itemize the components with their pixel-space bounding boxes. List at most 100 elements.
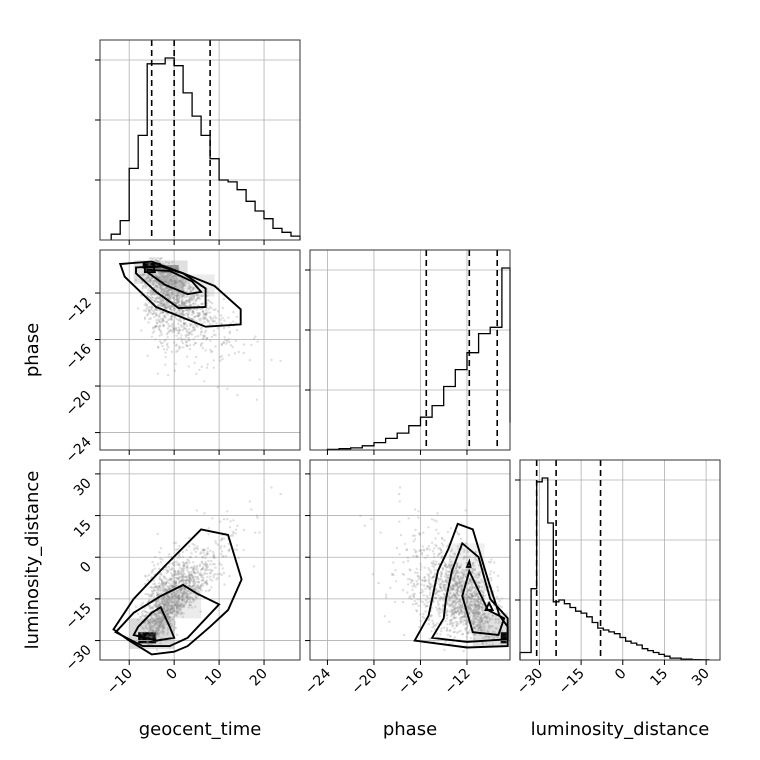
sample-point <box>183 563 186 566</box>
sample-point <box>160 619 164 622</box>
sample-point <box>153 588 156 592</box>
sample-point <box>185 576 188 580</box>
sample-point <box>177 267 180 271</box>
sample-point <box>462 615 466 618</box>
sample-point <box>488 560 491 564</box>
sample-point <box>413 538 417 541</box>
sample-point <box>481 643 484 646</box>
sample-point <box>149 595 153 598</box>
sample-point <box>184 578 187 582</box>
sample-point <box>165 260 168 264</box>
sample-point <box>181 328 185 332</box>
sample-point <box>200 584 203 587</box>
sample-point <box>149 635 152 638</box>
sample-point <box>411 579 414 583</box>
sample-point <box>476 604 480 607</box>
sample-point <box>164 581 168 584</box>
sample-point <box>195 547 198 550</box>
sample-point <box>157 587 160 590</box>
sample-point <box>152 327 155 330</box>
sample-point <box>483 613 487 616</box>
sample-point <box>160 297 163 300</box>
sample-point <box>490 625 493 628</box>
sample-point <box>214 542 218 545</box>
sample-point <box>175 599 178 602</box>
sample-point <box>472 626 475 629</box>
sample-point <box>437 602 440 605</box>
sample-point <box>168 306 171 309</box>
sample-point <box>191 574 194 577</box>
sample-point <box>419 613 422 616</box>
sample-point <box>206 294 209 298</box>
sample-point <box>165 612 168 616</box>
sample-point <box>154 267 158 270</box>
sample-point <box>173 580 176 584</box>
sample-point <box>161 597 165 600</box>
sample-point <box>181 303 184 306</box>
sample-point <box>159 610 162 614</box>
sample-point <box>428 548 431 551</box>
sample-point <box>192 567 195 571</box>
sample-point <box>153 630 156 633</box>
sample-point <box>192 288 195 291</box>
sample-point <box>401 572 404 576</box>
sample-point <box>415 580 418 583</box>
sample-point <box>152 623 156 626</box>
sample-point <box>154 325 157 328</box>
sample-point <box>149 620 152 623</box>
sample-point <box>181 574 184 577</box>
sample-point <box>161 291 164 295</box>
sample-point <box>470 603 473 607</box>
sample-point <box>433 628 437 631</box>
sample-point <box>442 593 445 596</box>
sample-point <box>468 612 471 615</box>
sample-point <box>156 260 160 263</box>
sample-point <box>166 293 170 297</box>
sample-point <box>185 596 188 599</box>
sample-point <box>486 629 489 632</box>
sample-point <box>210 586 213 589</box>
sample-point <box>177 570 180 574</box>
sample-point <box>436 512 439 515</box>
sample-point <box>219 520 222 523</box>
sample-point <box>175 605 178 608</box>
sample-point <box>211 319 215 323</box>
sample-point <box>178 580 181 584</box>
sample-point <box>470 583 474 586</box>
sample-point <box>190 297 194 300</box>
sample-point <box>150 636 154 639</box>
sample-point <box>163 568 166 571</box>
sample-point <box>163 289 167 292</box>
sample-point <box>154 602 157 605</box>
sample-point <box>474 616 477 619</box>
sample-point <box>211 517 214 520</box>
sample-point <box>455 592 459 596</box>
sample-point <box>166 280 169 283</box>
sample-point <box>470 621 473 624</box>
sample-point <box>472 621 476 624</box>
sample-point <box>437 577 440 580</box>
sample-point <box>178 591 182 594</box>
sample-point <box>168 608 171 611</box>
sample-point <box>472 614 475 617</box>
contour-line <box>146 268 203 296</box>
sample-point <box>478 611 481 615</box>
sample-point <box>482 613 485 616</box>
sample-point <box>146 622 149 626</box>
sample-point <box>166 609 170 612</box>
sample-point <box>459 620 462 623</box>
sample-point <box>177 588 181 591</box>
sample-point <box>484 619 487 623</box>
sample-point <box>227 325 231 329</box>
sample-point <box>499 642 503 645</box>
sample-point <box>466 624 469 628</box>
sample-point <box>203 334 206 337</box>
sample-point <box>457 613 461 616</box>
sample-point <box>440 630 443 633</box>
sample-point <box>158 276 161 280</box>
sample-point <box>173 603 177 606</box>
sample-point <box>140 625 143 628</box>
sample-point <box>435 587 438 591</box>
y-axis-label-phase: phase <box>22 323 43 377</box>
sample-point <box>142 614 145 617</box>
